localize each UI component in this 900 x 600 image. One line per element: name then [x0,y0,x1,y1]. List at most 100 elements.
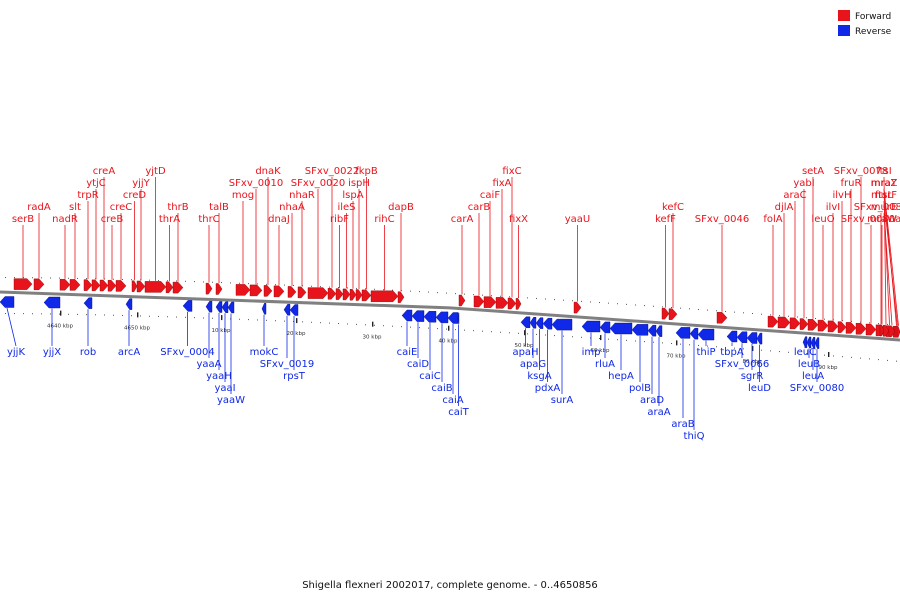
minor-tick [446,328,447,330]
minor-tick [887,359,888,361]
minor-tick [743,348,744,350]
gene-arrow-forward [370,290,399,303]
minor-tick [455,293,456,295]
minor-tick [770,350,771,352]
minor-tick [680,307,681,309]
minor-tick [167,316,168,318]
minor-tick [626,303,627,305]
gene-label-forward: serB [12,214,34,225]
gene-label-reverse: SFxv_0080 [790,383,844,394]
gene-arrow-forward [13,278,33,290]
minor-tick [176,280,177,282]
major-tick [828,352,830,358]
minor-tick [662,306,663,308]
minor-tick [14,277,15,279]
gene-label-reverse: hepA [608,371,634,382]
gene-label-reverse: sgrR [741,371,764,382]
gene-label-reverse: pdxA [535,383,561,394]
minor-tick [320,322,321,324]
gene-label-forward: carA [451,214,474,225]
scale-label: 60 kbp [591,348,610,354]
minor-tick [635,304,636,306]
minor-tick [230,282,231,284]
gene-arrow-forward [495,297,509,309]
legend-swatch [838,10,850,21]
gene-label-forward: thrA [159,214,180,225]
gene-label-forward: setA [802,166,824,177]
major-tick [600,335,602,341]
gene-arrow-forward [99,279,109,292]
gene-label-forward: kefC [662,202,684,213]
genome-caption: Shigella flexneri 2002017, complete geno… [302,580,598,591]
minor-tick [671,307,672,309]
minor-tick [212,281,213,283]
gene-label-reverse: polB [629,383,651,394]
gene-arrow-forward [136,280,146,293]
label-leaders [6,176,899,430]
minor-tick [707,345,708,347]
minor-tick [473,294,474,296]
gene-label-reverse: yaaA [196,359,221,370]
gene-label-forward: araC [783,190,806,201]
minor-tick [95,278,96,280]
minor-tick [797,352,798,354]
gene-arrow-reverse [647,324,657,337]
gene-label-reverse: yaaI [214,383,235,394]
minor-tick [383,289,384,291]
minor-tick [779,315,780,317]
minor-tick [50,313,51,315]
gene-arrow-reverse [520,316,531,328]
gene-arrow-reverse [675,327,691,339]
minor-tick [896,360,897,362]
minor-tick [491,295,492,297]
minor-tick [554,335,555,337]
gene-label-forward: thrC [198,214,219,225]
scale-label: 40 kbp [439,339,458,345]
minor-tick [266,319,267,321]
gene-arrow-forward [668,308,678,320]
gene-label-reverse: leuC [794,347,816,358]
minor-tick [833,319,834,321]
gene-arrow-forward [879,324,885,337]
gene-arrow-reverse [726,330,738,343]
legend-label: Reverse [855,27,892,37]
minor-tick [41,277,42,279]
gene-arrow-forward [342,288,351,301]
gene-label-reverse: rob [80,347,96,358]
minor-tick [410,326,411,328]
gene-label-reverse: caiT [448,407,469,418]
minor-tick [752,313,753,315]
minor-tick [113,278,114,280]
label-leader [883,200,898,326]
minor-tick [851,320,852,322]
gene-arrow-forward [777,316,791,329]
gene-label-forward: ilvH [833,190,852,201]
gene-label-reverse: ksgA [527,371,551,382]
gene-arrow-reverse [221,301,229,313]
minor-tick [806,317,807,319]
gene-arrow-forward [215,283,223,295]
major-tick [221,315,223,321]
gene-arrow-forward [473,295,485,308]
gene-label-forward: yabI [793,178,814,189]
gene-label-forward: SFxv_0010 [229,178,283,189]
minor-tick [869,322,870,324]
gene-label-reverse: caiB [431,383,452,394]
minor-tick [572,300,573,302]
gene-arrow-reverse [746,332,758,344]
minor-tick [644,305,645,307]
minor-tick [365,288,366,290]
minor-tick [689,308,690,310]
gene-arrow-reverse [542,317,553,330]
gene-label-forward: SFxv_0081 [854,202,900,213]
minor-tick [743,312,744,314]
minor-tick [509,332,510,334]
label-leader [883,212,893,326]
gene-label-reverse: imp [582,347,601,358]
gene-label-forward: fixC [502,166,521,177]
gene-arrow-forward [144,281,167,293]
minor-tick [32,313,33,315]
minor-tick [113,314,114,316]
minor-tick [86,314,87,316]
gene-label-reverse: araB [671,419,694,430]
